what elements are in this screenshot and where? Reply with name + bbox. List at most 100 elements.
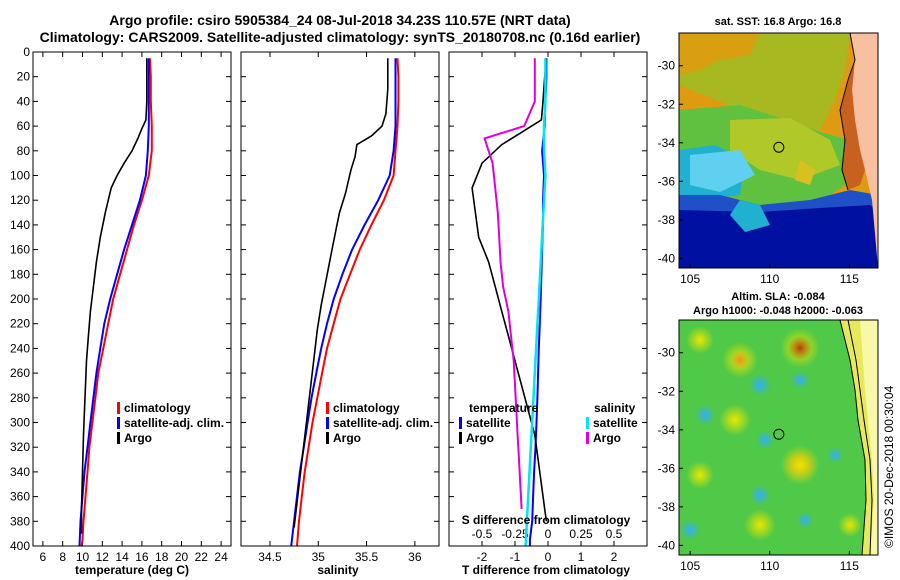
x-tick-label: 36: [408, 550, 422, 564]
title-line1: Argo profile: csiro 5905384_24 08-Jul-20…: [109, 12, 570, 28]
salinity-xlabel: salinity: [317, 563, 359, 577]
sst-map-x-axis: 105 110 115: [680, 264, 859, 286]
map-y-tick-label: -40: [658, 538, 676, 552]
salinity-panel: 34.5 35 35.5 36 climatology satellite-adj. …: [240, 51, 440, 577]
legend-satellite-swatch: [117, 417, 120, 429]
x-tick-label: 22: [195, 550, 209, 564]
x-tick-label: 1: [578, 550, 585, 564]
legend-argo-label: Argo: [124, 431, 152, 445]
s-difference-x-axis: -0.5 -0.25 0 0.25 0.5: [472, 527, 623, 541]
y-tick-label: 220: [10, 317, 30, 331]
temperature-satellite-line: [78, 58, 150, 546]
legend-s-argo-label: Argo: [593, 431, 621, 445]
y-tick-label: 40: [17, 94, 31, 108]
y-tick-label: 0: [23, 45, 30, 59]
temperature-x-axis: 6 8 10 12 14 16 18 20 22 24: [40, 52, 228, 564]
x-tick-label: 35: [312, 550, 326, 564]
difference-panel: -2 -1 0 1 2 -0.5 -0.25 0 0.25 0.5 temperature sa…: [448, 51, 648, 577]
y-tick-label: 120: [10, 193, 30, 207]
x-tick-label: 16: [135, 550, 149, 564]
temperature-climatology-line: [80, 58, 153, 546]
legend-s-satellite-swatch: [586, 417, 589, 429]
x-tick-label: 18: [155, 550, 169, 564]
difference-legend: temperature satellite Argo salinity sate…: [459, 401, 638, 445]
sla-map-y-axis: -30 -32 -34 -36 -38 -40: [658, 346, 683, 552]
x-tick-label: 2: [611, 550, 618, 564]
x-tick-label: 0: [545, 550, 552, 564]
salinity-y-ticks: [241, 51, 439, 547]
y-tick-label: 200: [10, 292, 30, 306]
salinity-legend: climatology satellite-adj. clim. Argo: [326, 401, 433, 445]
sst-map-frame: [678, 32, 879, 269]
map-x-tick-label: 110: [760, 272, 779, 286]
y-tick-label: 300: [10, 416, 30, 430]
sla-map-frame: [678, 319, 879, 556]
y-tick-label: 60: [17, 119, 31, 133]
y-tick-label: 380: [10, 514, 30, 528]
x-tick-label: 8: [59, 550, 66, 564]
salinity-satellite-line: [290, 58, 397, 546]
y-tick-label: 240: [10, 341, 30, 355]
legend-satellite-label: satellite-adj. clim.: [124, 416, 224, 430]
sst-map-image: [679, 33, 878, 268]
y-tick-label: 360: [10, 490, 30, 504]
t-difference-xlabel: T difference from climatology: [462, 563, 630, 577]
y-tick-label: 100: [10, 169, 30, 183]
map-x-tick-label: 105: [680, 272, 700, 286]
difference-plot-frame: [448, 51, 648, 547]
s-difference-xlabel: S difference from climatology: [462, 513, 631, 527]
temperature-argo-line: [80, 58, 148, 534]
map-y-tick-label: -36: [658, 461, 676, 475]
map-x-tick-label: 115: [840, 272, 859, 286]
legend-argo-swatch: [117, 432, 120, 444]
y-tick-label: 160: [10, 243, 30, 257]
salinity-climatology-line: [296, 58, 400, 546]
map-y-tick-label: -34: [658, 136, 676, 150]
sla-map: Altim. SLA: -0.084 Argo h1000: -0.048 h2…: [658, 291, 879, 573]
title-line2: Climatology: CARS2009. Satellite-adjuste…: [40, 29, 641, 45]
y-tick-label: 320: [10, 440, 30, 454]
map-y-tick-label: -40: [658, 251, 676, 265]
y-tick-label: 280: [10, 391, 30, 405]
legend-climatology-swatch: [117, 402, 120, 414]
y-tick-label: 340: [10, 465, 30, 479]
x-tick-label: 35.5: [355, 550, 379, 564]
sla-map-x-axis: 105 110 115: [680, 551, 859, 573]
map-y-tick-label: -38: [658, 213, 676, 227]
y-tick-label: 140: [10, 218, 30, 232]
map-y-tick-label: -30: [658, 59, 676, 73]
x-tick-label: 10: [76, 550, 90, 564]
sst-map-title: sat. SST: 16.8 Argo: 16.8: [715, 16, 842, 28]
x-tick-label: 34.5: [258, 550, 282, 564]
legend-s-satellite-label: satellite: [593, 416, 638, 430]
map-x-tick-label: 105: [680, 559, 700, 573]
y-tick-label: 80: [17, 144, 31, 158]
temperature-panel: 0 20 40 60 80 100 120 140 160 180 200 220 240 260 280 3…: [10, 45, 232, 577]
difference-y-ticks: [449, 51, 647, 547]
y-tick-label: 20: [17, 70, 31, 84]
legend-climatology-label: climatology: [124, 401, 191, 415]
salinity-argo-line: [293, 58, 389, 528]
x-tick-label: 12: [96, 550, 110, 564]
t-diff-argo-line: [471, 58, 548, 522]
map-x-tick-label: 115: [840, 559, 859, 573]
y-tick-label: 400: [10, 539, 30, 553]
sst-map-argo-marker: [773, 141, 785, 153]
legend-temperature-header: temperature: [469, 401, 539, 415]
map-y-tick-label: -32: [658, 384, 676, 398]
s-x-tick-label: 0.25: [569, 527, 593, 541]
legend-argo-swatch: [326, 432, 329, 444]
salinity-x-axis: 34.5 35 35.5 36: [258, 52, 422, 564]
legend-t-argo-swatch: [459, 432, 462, 444]
map-y-tick-label: -38: [658, 500, 676, 514]
legend-climatology-swatch: [326, 402, 329, 414]
legend-salinity-header: salinity: [594, 401, 636, 415]
y-tick-label: 180: [10, 267, 30, 281]
s-x-tick-label: -0.5: [472, 527, 493, 541]
s-x-tick-label: -0.25: [501, 527, 529, 541]
x-tick-label: -1: [510, 550, 521, 564]
map-y-tick-label: -36: [658, 174, 676, 188]
x-tick-label: -2: [477, 550, 488, 564]
temperature-plot-frame: [32, 51, 232, 547]
